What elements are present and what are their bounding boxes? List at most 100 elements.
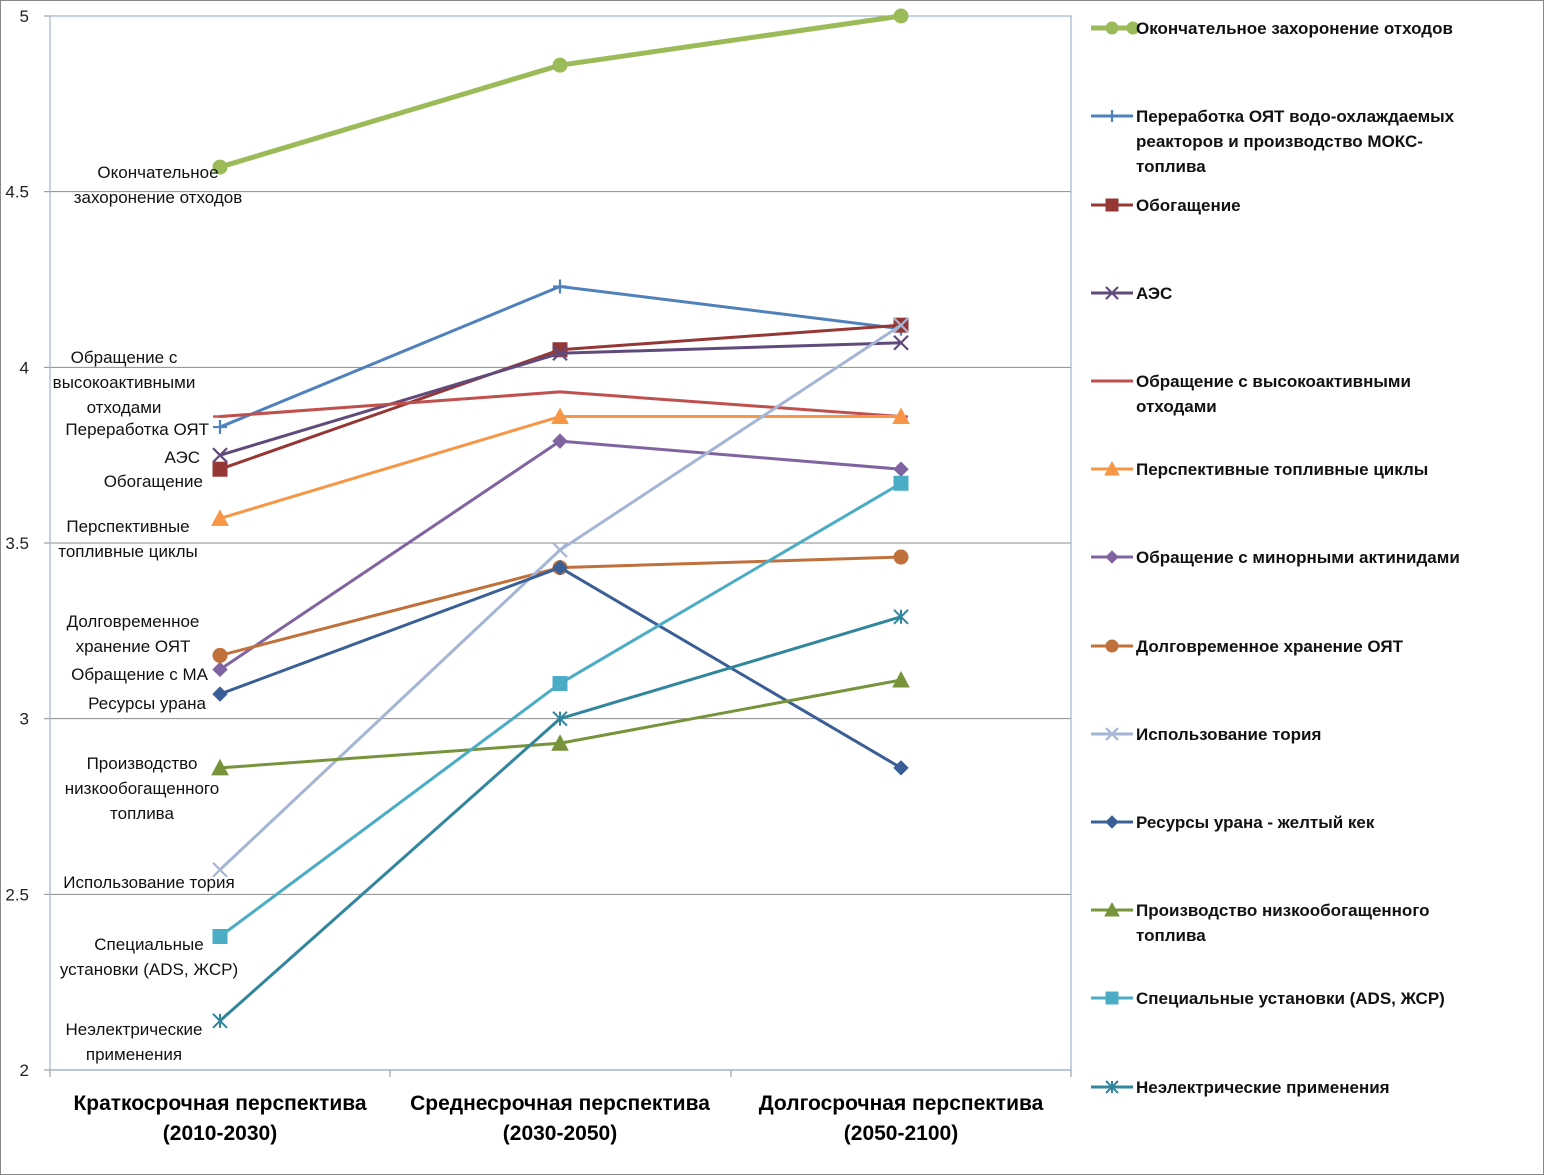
y-tick-label-5: 4.5 [5,183,29,202]
series-12 [212,609,909,1029]
series-0-point-1 [552,57,568,73]
series-10-point-1 [551,734,569,751]
annotation-9-line-1: низкообогащенного [65,779,219,798]
series-8 [212,317,909,878]
x-category-label-2-0: Долгосрочная перспектива [759,1092,1044,1115]
legend-label-1-2: топлива [1136,157,1206,176]
y-tick-label-3: 3.5 [5,534,29,553]
series-2-point-0 [212,461,228,477]
legend-item-7: Долговременное хранение ОЯТ [1091,637,1404,656]
legend-item-3: АЭС [1091,284,1172,303]
annotation-1-line-0: Обращение с [71,348,178,367]
legend-label-4-1: отходами [1136,397,1217,416]
annotation-5-line-0: Перспективные [66,517,189,536]
series-5 [211,407,910,526]
annotation-8-line-0: Ресурсы урана [88,694,206,713]
x-category-label-1-0: Среднесрочная перспектива [410,1092,710,1115]
series-12-point-1 [552,710,568,727]
series-5-point-0 [211,509,229,526]
series-lines [211,8,910,1029]
legend: Окончательное захоронение отходов Перераб… [1091,19,1460,1097]
series-8-point-2 [893,317,909,333]
annotation-3-line-0: АЭС [165,448,200,467]
annotation-10-line-0: Использование тория [63,873,234,892]
series-12-point-2 [893,609,909,625]
y-axis-ticks: 2 2.5 3 3.5 4 4.5 5 [5,7,29,1080]
series-8-point-0 [212,861,228,878]
series-9-point-2 [893,760,909,776]
series-12-point-0 [212,1013,228,1029]
legend-item-0: Окончательное захоронение отходов [1091,19,1453,38]
annotation-2-line-0: Переработка ОЯТ [65,420,209,439]
legend-item-12: Неэлектрические применения [1091,1078,1390,1097]
legend-label-10-0: Производство низкообогащенного [1136,901,1430,920]
legend-item-8: Использование тория [1091,725,1321,744]
series-7-point-2 [893,549,909,565]
legend-item-1: Переработка ОЯТ водо-охлаждаемых реакторо… [1091,107,1455,176]
annotation-7-line-0: Обращение с МА [71,665,209,684]
legend-item-4: Обращение с высокоактивными отходами [1091,372,1411,416]
annotation-12-line-1: применения [86,1045,182,1064]
x-category-label-0-1: (2010-2030) [163,1122,277,1145]
annotation-1-line-1: высокоактивными [53,373,196,392]
y-tick-label-1: 2.5 [5,885,29,904]
series-1-point-1 [553,279,567,294]
legend-label-2-0: Обогащение [1136,196,1241,215]
annotation-4-line-0: Обогащение [104,472,203,491]
annotation-6-line-1: хранение ОЯТ [76,637,191,656]
series-5-point-1 [551,407,569,425]
series-9-point-1 [552,559,568,576]
series-5-point-2 [892,407,910,425]
legend-label-3-0: АЭС [1136,284,1172,303]
legend-marker-3 [1105,286,1119,300]
legend-label-9-0: Ресурсы урана - желтый кек [1136,813,1375,832]
annotation-12-line-0: Неэлектрические [66,1020,203,1039]
legend-marker-7 [1105,639,1119,653]
annotation-11-line-1: установки (ADS, ЖСР) [60,960,238,979]
legend-marker-0 [1105,21,1119,35]
series-9-point-0 [212,686,228,702]
series-11-point-1 [552,676,568,692]
series-8-point-1 [552,542,568,558]
series-6-point-0 [212,661,228,678]
series-10-point-2 [892,670,910,688]
series-11-point-0 [212,928,228,944]
legend-marker-5 [1104,460,1120,476]
x-category-label-0-0: Краткосрочная перспектива [73,1092,366,1115]
series-11-point-2 [893,475,909,491]
series-10 [211,670,910,776]
legend-marker-12 [1105,1080,1119,1094]
x-category-label-1-1: (2030-2050) [503,1122,617,1145]
plot-area [49,15,1072,1071]
legend-marker-8 [1105,727,1119,741]
series-3-point-0 [212,447,228,463]
x-category-label-2-1: (2050-2100) [844,1122,958,1145]
legend-label-4-0: Обращение с высокоактивными [1136,372,1411,391]
legend-item-5: Перспективные топливные циклы [1091,460,1428,479]
legend-item-10: Производство низкообогащенного топлива [1091,901,1430,945]
series-7-point-0 [212,647,228,663]
series-6 [212,433,909,678]
series-3 [212,334,909,463]
legend-label-0-0: Окончательное захоронение отходов [1136,19,1453,38]
y-tick-label-2: 3 [20,710,29,729]
legend-marker-end-0 [1126,21,1140,35]
legend-label-6-0: Обращение с минорными актинидами [1136,548,1460,567]
y-tick-label-0: 2 [20,1061,29,1080]
annotation-9-line-0: Производство [87,754,198,773]
legend-label-8-0: Использование тория [1136,725,1321,744]
legend-marker-9 [1105,815,1119,829]
legend-label-1-0: Переработка ОЯТ водо-охлаждаемых [1136,107,1455,126]
series-3-point-2 [893,334,909,351]
legend-label-5-0: Перспективные топливные циклы [1136,460,1428,479]
series-6-point-1 [552,433,568,449]
legend-label-10-1: топлива [1136,926,1206,945]
legend-label-7-0: Долговременное хранение ОЯТ [1136,637,1404,656]
annotation-0-line-1: захоронение отходов [74,188,243,207]
legend-item-2: Обогащение [1091,196,1241,215]
legend-marker-11 [1105,991,1119,1005]
legend-marker-6 [1105,550,1119,564]
legend-marker-1 [1106,110,1118,122]
